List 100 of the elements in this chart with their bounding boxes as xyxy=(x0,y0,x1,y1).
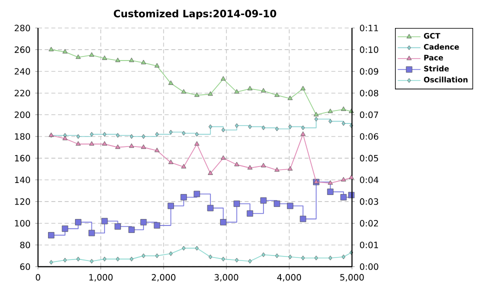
point xyxy=(301,125,305,130)
point xyxy=(140,144,146,149)
point xyxy=(115,144,120,149)
y2-tick-label: 0:07 xyxy=(360,112,378,118)
point xyxy=(247,86,252,90)
x-tick-label: 4,000 xyxy=(277,274,302,282)
point xyxy=(182,130,186,136)
y2-tick-label: 0:00 xyxy=(360,263,378,270)
point xyxy=(90,132,94,137)
point xyxy=(182,246,186,251)
y2-tick-label: 0:04 xyxy=(360,176,378,184)
point xyxy=(76,54,81,59)
y2-tick-label: 0:11 xyxy=(360,24,378,32)
point xyxy=(194,92,200,97)
point xyxy=(248,124,252,130)
y2-tick-label: 0:10 xyxy=(360,46,378,53)
point xyxy=(90,258,94,264)
point xyxy=(342,121,346,126)
y2-tick-label: 0:08 xyxy=(360,90,378,96)
point xyxy=(247,165,252,170)
point xyxy=(207,204,214,212)
point xyxy=(140,60,146,64)
point xyxy=(220,219,226,226)
point xyxy=(274,92,280,97)
point xyxy=(62,136,68,140)
x-tick-label: 3,000 xyxy=(214,274,238,282)
point xyxy=(128,226,135,233)
x-tick-label: 1,000 xyxy=(89,274,113,282)
y-tick-label: 140 xyxy=(15,176,30,184)
point xyxy=(328,256,332,260)
x-tick-label: 5,000 xyxy=(340,274,364,282)
point xyxy=(314,112,319,116)
point xyxy=(275,126,279,132)
point xyxy=(234,89,240,94)
point xyxy=(208,124,212,130)
point xyxy=(168,202,174,210)
x-tick-label: 0 xyxy=(36,274,40,281)
point xyxy=(341,177,346,182)
point xyxy=(220,76,226,81)
point xyxy=(168,80,174,85)
point xyxy=(75,219,82,226)
point xyxy=(275,253,279,258)
point xyxy=(248,258,252,264)
y-tick-label: 80 xyxy=(20,242,30,248)
point xyxy=(195,132,199,137)
point xyxy=(180,194,187,200)
point xyxy=(260,162,266,168)
point xyxy=(300,216,306,222)
point xyxy=(262,252,266,258)
point xyxy=(314,116,318,122)
point xyxy=(327,188,334,195)
y-tick-label: 160 xyxy=(15,154,30,162)
point xyxy=(234,258,239,262)
point xyxy=(129,58,134,62)
point xyxy=(115,58,120,62)
point xyxy=(181,164,186,168)
y-tick-label: 120 xyxy=(15,198,30,205)
point xyxy=(140,219,147,226)
point xyxy=(168,160,174,164)
point xyxy=(48,232,54,238)
point xyxy=(287,202,294,210)
point xyxy=(300,86,306,90)
point xyxy=(89,141,94,146)
point xyxy=(142,134,146,139)
point xyxy=(76,256,80,262)
point xyxy=(262,125,266,130)
y-tick-label: 220 xyxy=(14,90,30,96)
point xyxy=(116,256,120,262)
point xyxy=(155,132,159,137)
point xyxy=(181,89,186,94)
point xyxy=(194,141,200,146)
y-tick-label: 240 xyxy=(14,68,30,75)
point xyxy=(288,166,293,171)
point xyxy=(234,162,240,166)
y-tick-label: 100 xyxy=(15,220,30,227)
point xyxy=(208,91,213,96)
point xyxy=(102,141,108,146)
chart-title: Customized Laps:2014-09-10 xyxy=(114,10,276,20)
point xyxy=(89,52,94,57)
point xyxy=(63,258,67,262)
point xyxy=(328,180,333,185)
point xyxy=(348,192,354,198)
point xyxy=(288,254,292,260)
point xyxy=(76,141,81,146)
point xyxy=(288,96,293,100)
point xyxy=(62,226,68,232)
point xyxy=(102,256,106,262)
point xyxy=(102,132,106,137)
y-tick-label: 200 xyxy=(14,112,30,118)
y-tick-label: 60 xyxy=(20,263,30,270)
point xyxy=(102,56,108,60)
point xyxy=(194,190,200,198)
point xyxy=(49,260,53,265)
y-tick-label: 280 xyxy=(14,24,30,32)
point xyxy=(220,155,226,160)
point xyxy=(348,174,354,180)
point xyxy=(155,253,159,258)
point xyxy=(342,254,346,260)
y-tick-label: 180 xyxy=(15,133,30,140)
point xyxy=(208,170,213,175)
